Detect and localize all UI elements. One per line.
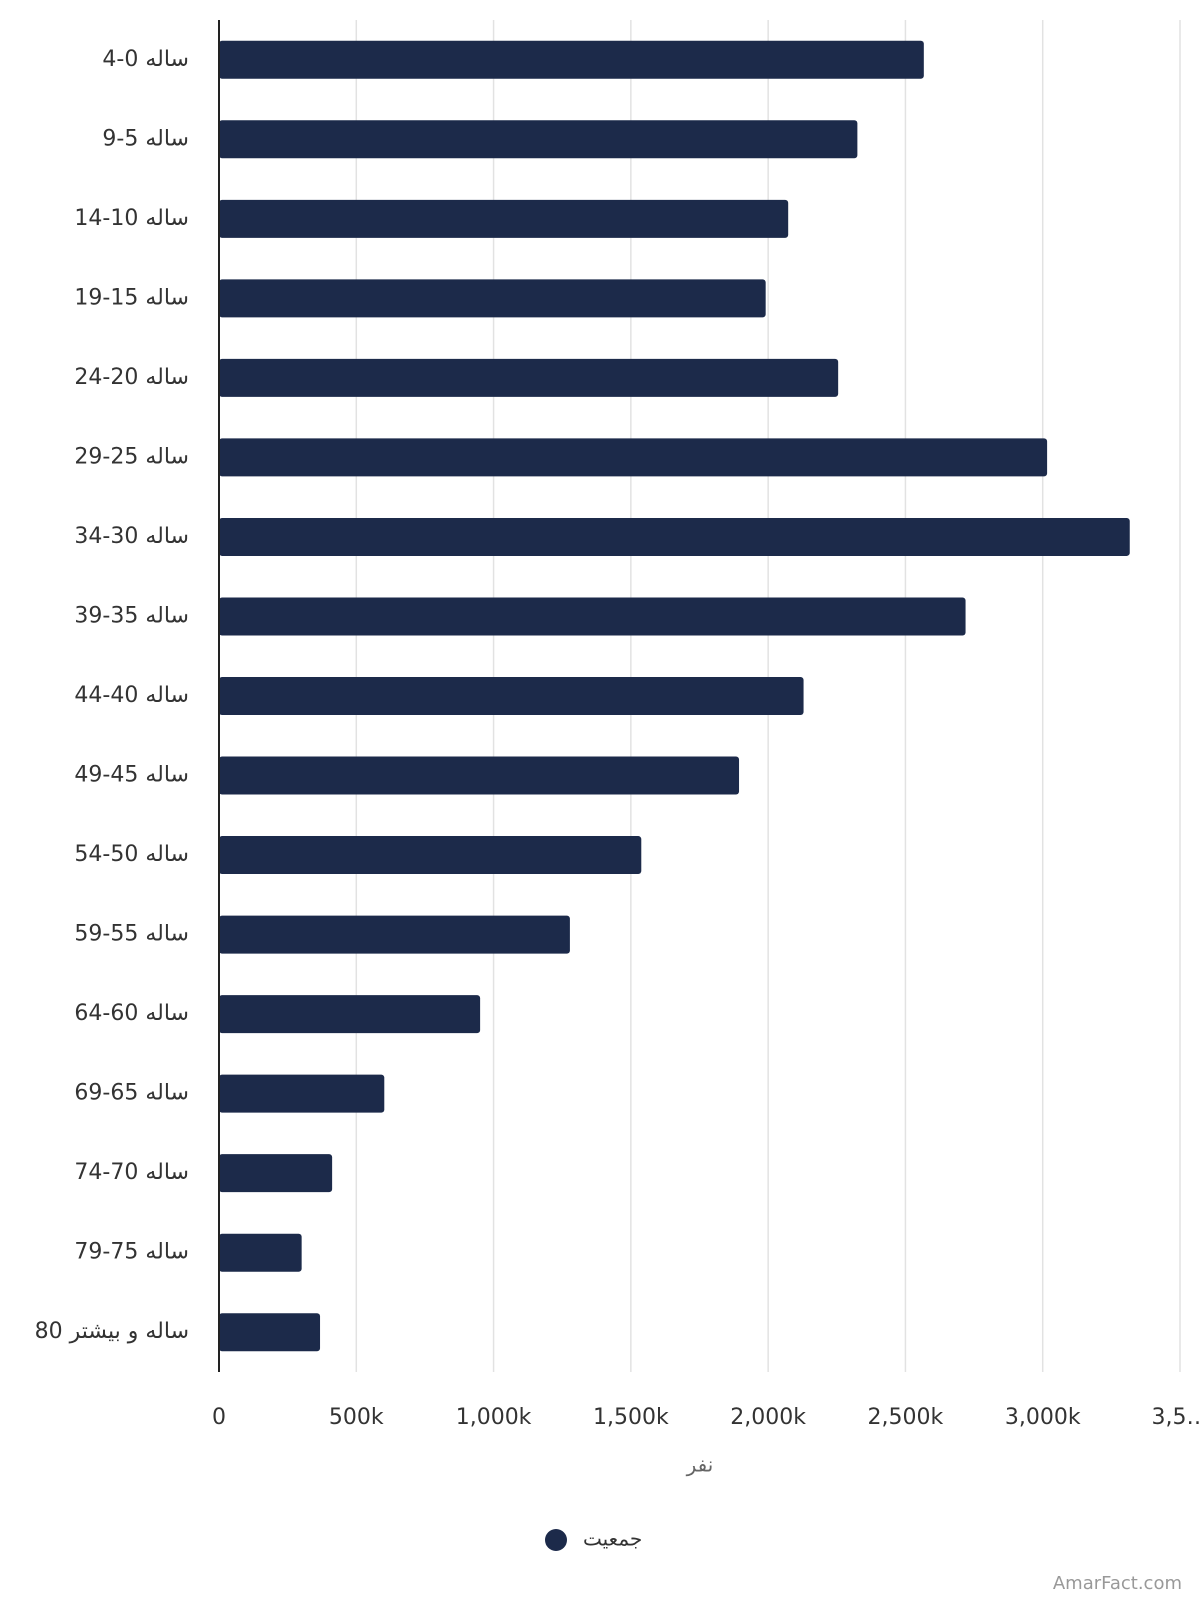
x-tick-label: 1,000k (456, 1405, 532, 1430)
y-tick-label: ساله 60-64 (74, 1001, 189, 1026)
bar (219, 438, 1048, 477)
x-tick-label: 2,000k (730, 1405, 806, 1430)
x-axis-title: نفر (686, 1453, 714, 1477)
y-tick-label: ساله 55-59 (74, 922, 189, 947)
y-tick-label: ساله 15-19 (74, 285, 189, 310)
bar (219, 1074, 385, 1113)
bar (219, 677, 804, 715)
y-tick-label: ساله 30-34 (74, 524, 189, 549)
bar (219, 1154, 333, 1193)
x-tick-label: 1,500k (593, 1405, 669, 1430)
bar (219, 836, 642, 875)
y-tick-label: ساله 50-54 (74, 842, 189, 867)
bar (219, 279, 766, 318)
y-tick-label: ساله 25-29 (74, 444, 189, 469)
bar (219, 915, 570, 954)
watermark: AmarFact.com (1053, 1573, 1182, 1594)
y-tick-label: ساله و بیشتر 80 (35, 1319, 189, 1344)
bar (219, 756, 740, 795)
legend-label: جمعیت (583, 1527, 642, 1551)
bar (219, 597, 966, 636)
x-tick-label: 0 (212, 1405, 226, 1430)
bar (219, 995, 481, 1034)
y-tick-label: ساله 70-74 (74, 1160, 189, 1185)
y-tick-label: ساله 10-14 (74, 206, 189, 231)
bar (219, 517, 1130, 556)
bar (219, 40, 924, 79)
y-tick-label: ساله 35-39 (74, 603, 189, 628)
bar (219, 1313, 321, 1352)
x-tick-label: 500k (329, 1405, 384, 1430)
bar (219, 1233, 302, 1272)
x-tick-label: 3,000k (1005, 1405, 1081, 1430)
y-tick-label: ساله 45-49 (74, 763, 189, 788)
y-tick-label: ساله 20-24 (74, 365, 189, 390)
bar (219, 358, 839, 397)
y-tick-label: ساله 40-44 (74, 683, 189, 708)
legend-swatch (545, 1529, 567, 1551)
y-tick-label: ساله 0-4 (102, 47, 189, 72)
bar (219, 120, 858, 159)
y-tick-label: ساله 75-79 (74, 1240, 189, 1265)
y-tick-label: ساله 65-69 (74, 1081, 189, 1106)
x-tick-label: 2,500k (868, 1405, 944, 1430)
bar (219, 199, 789, 238)
x-tick-label: 3,5… (1152, 1405, 1200, 1430)
y-tick-label: ساله 5-9 (102, 126, 189, 151)
